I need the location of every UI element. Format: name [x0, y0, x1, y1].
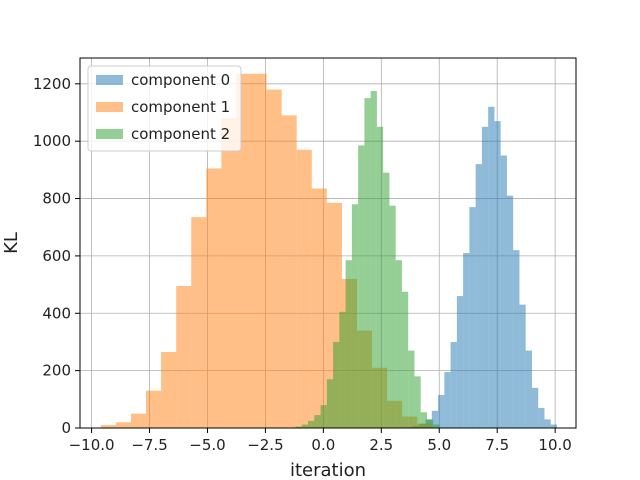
bar-series-0-14: [494, 121, 501, 429]
bar-series-0-4: [431, 410, 439, 428]
bar-series-1-3: [146, 390, 162, 428]
bar-series-1-10: [251, 73, 267, 428]
bar-series-1-0: [100, 425, 116, 428]
x-tick-label-1: −7.5: [131, 436, 167, 454]
legend-label-1: component 1: [131, 98, 230, 116]
x-tick-label-0: −10.0: [69, 436, 115, 454]
bar-series-0-5: [438, 395, 445, 428]
bar-series-2-10: [358, 145, 365, 428]
legend-box: [87, 65, 242, 152]
x-tick-label-4: 0.0: [311, 436, 335, 454]
bar-series-2-15: [389, 205, 396, 428]
bar-series-1-14: [311, 188, 327, 428]
series-2-bars: [295, 90, 440, 429]
bar-series-1-4: [161, 351, 177, 428]
legend: component 0 component 1 component 2: [87, 65, 242, 152]
legend-swatch-0: [96, 75, 123, 85]
bar-series-0-17: [513, 250, 520, 428]
x-tick-label-2: −5.0: [189, 436, 225, 454]
bar-series-2-0: [295, 426, 302, 428]
y-tick-label-2: 400: [42, 304, 71, 322]
series-0-bars: [406, 106, 557, 429]
bar-series-1-1: [115, 422, 131, 428]
bar-series-0-21: [538, 407, 545, 428]
x-axis-label: iteration: [290, 460, 366, 480]
bar-series-0-18: [519, 304, 526, 428]
x-tick-label-7: 7.5: [485, 436, 509, 454]
bar-series-0-22: [544, 419, 551, 428]
bar-series-0-23: [550, 424, 557, 428]
plot-frame: [79, 57, 577, 429]
bar-series-2-19: [414, 376, 421, 428]
bar-series-2-21: [426, 419, 434, 428]
y-axis-label: KL: [1, 232, 22, 254]
bar-series-2-1: [301, 424, 309, 428]
bar-series-1-7: [206, 168, 222, 428]
bar-series-0-8: [456, 296, 464, 428]
bar-series-2-14: [383, 172, 390, 428]
y-tick-label-6: 1200: [33, 75, 71, 93]
bar-series-1-9: [236, 73, 252, 428]
bar-series-2-8: [345, 260, 352, 428]
bar-series-0-11: [475, 164, 482, 428]
legend-label-2: component 2: [131, 125, 230, 143]
bar-series-2-2: [308, 420, 315, 428]
y-tick-label-0: 0: [61, 419, 71, 437]
x-axis-ticks: −10.0 −7.5 −5.0 −2.5 0.0 2.5 5.0 7.5 10.0: [69, 428, 572, 454]
bar-series-0-15: [500, 155, 507, 428]
bar-series-0-6: [444, 372, 451, 428]
bar-series-0-9: [463, 253, 470, 428]
bar-series-2-4: [320, 405, 327, 428]
bar-series-0-20: [531, 387, 539, 428]
x-tick-label-8: 10.0: [538, 436, 571, 454]
bar-series-1-11: [266, 89, 282, 428]
bar-series-0-19: [525, 350, 532, 428]
y-axis-ticks: 0 200 400 600 800 1000 1200: [33, 75, 80, 437]
bar-series-0-7: [450, 341, 457, 428]
bar-series-0-10: [469, 207, 476, 428]
bar-series-0-12: [481, 126, 489, 428]
bar-series-1-8: [221, 118, 237, 429]
y-tick-label-5: 1000: [33, 132, 71, 150]
bar-series-2-3: [314, 415, 321, 428]
bar-series-2-9: [351, 204, 359, 428]
x-tick-label-6: 5.0: [427, 436, 451, 454]
legend-swatch-1: [96, 102, 123, 112]
legend-swatch-2: [96, 129, 123, 139]
bar-series-2-16: [395, 260, 402, 428]
bar-series-1-6: [191, 217, 207, 428]
bar-series-2-17: [401, 291, 409, 428]
legend-label-0: component 0: [131, 71, 230, 89]
bar-series-2-6: [333, 341, 340, 428]
bar-series-2-13: [376, 126, 384, 428]
bar-series-0-16: [506, 195, 514, 428]
bar-series-2-18: [408, 350, 415, 428]
bar-series-2-5: [326, 379, 334, 428]
y-tick-label-3: 600: [42, 247, 71, 265]
x-tick-label-3: −2.5: [247, 436, 283, 454]
bar-series-2-20: [420, 412, 427, 428]
histogram-bars: [100, 73, 557, 429]
bar-series-1-2: [130, 413, 147, 428]
bar-series-0-13: [488, 106, 495, 428]
bar-series-2-22: [433, 424, 440, 428]
y-tick-label-1: 200: [42, 362, 71, 380]
bar-series-2-7: [339, 311, 346, 428]
bar-series-1-5: [176, 286, 192, 428]
bar-series-2-12: [370, 90, 377, 428]
x-tick-label-5: 2.5: [369, 436, 393, 454]
bar-series-1-12: [281, 115, 297, 428]
bar-series-2-11: [364, 98, 371, 429]
bar-series-1-13: [296, 149, 312, 428]
y-tick-label-4: 800: [42, 190, 71, 208]
